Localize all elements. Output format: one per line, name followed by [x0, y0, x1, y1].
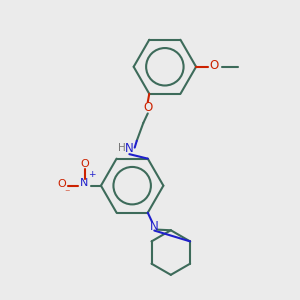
Text: O: O: [57, 179, 66, 189]
Text: H: H: [118, 142, 126, 153]
Text: N: N: [150, 220, 159, 232]
Text: O: O: [143, 101, 152, 114]
Text: O: O: [209, 59, 218, 72]
Text: O: O: [80, 159, 89, 169]
Text: +: +: [88, 170, 96, 179]
Text: N: N: [80, 178, 88, 188]
Text: N: N: [125, 142, 134, 155]
Text: ⁻: ⁻: [64, 188, 70, 198]
